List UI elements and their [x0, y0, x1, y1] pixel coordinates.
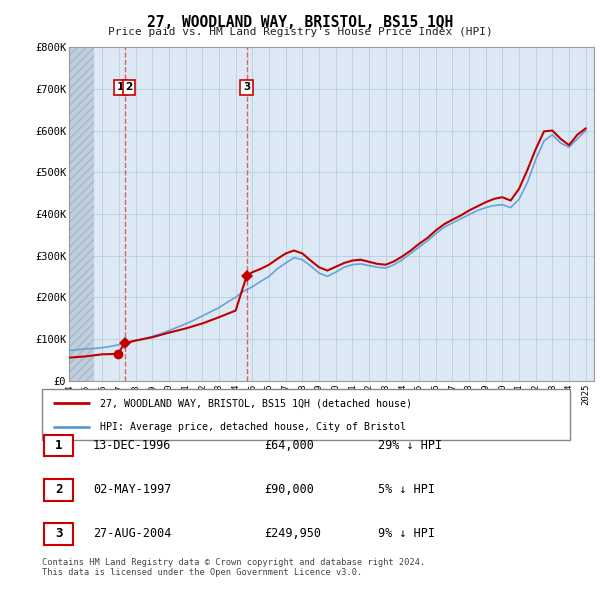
- FancyBboxPatch shape: [44, 523, 73, 545]
- Text: £90,000: £90,000: [264, 483, 314, 496]
- Text: 2: 2: [55, 483, 62, 496]
- FancyBboxPatch shape: [42, 389, 570, 440]
- Text: 3: 3: [243, 82, 250, 92]
- Text: Price paid vs. HM Land Registry's House Price Index (HPI): Price paid vs. HM Land Registry's House …: [107, 27, 493, 37]
- Text: 1: 1: [55, 439, 62, 452]
- Text: 1: 1: [117, 82, 124, 92]
- Text: 27-AUG-2004: 27-AUG-2004: [93, 527, 172, 540]
- Text: 2: 2: [125, 82, 133, 92]
- Text: 13-DEC-1996: 13-DEC-1996: [93, 439, 172, 452]
- Text: 29% ↓ HPI: 29% ↓ HPI: [378, 439, 442, 452]
- Text: 27, WOODLAND WAY, BRISTOL, BS15 1QH (detached house): 27, WOODLAND WAY, BRISTOL, BS15 1QH (det…: [100, 398, 412, 408]
- FancyBboxPatch shape: [44, 435, 73, 456]
- Text: £64,000: £64,000: [264, 439, 314, 452]
- Text: HPI: Average price, detached house, City of Bristol: HPI: Average price, detached house, City…: [100, 422, 406, 432]
- Text: 9% ↓ HPI: 9% ↓ HPI: [378, 527, 435, 540]
- FancyBboxPatch shape: [44, 479, 73, 500]
- Text: 3: 3: [55, 527, 62, 540]
- Text: 02-MAY-1997: 02-MAY-1997: [93, 483, 172, 496]
- Text: 27, WOODLAND WAY, BRISTOL, BS15 1QH: 27, WOODLAND WAY, BRISTOL, BS15 1QH: [147, 15, 453, 30]
- Bar: [69, 47, 94, 381]
- Text: Contains HM Land Registry data © Crown copyright and database right 2024.
This d: Contains HM Land Registry data © Crown c…: [42, 558, 425, 577]
- Text: 5% ↓ HPI: 5% ↓ HPI: [378, 483, 435, 496]
- Text: £249,950: £249,950: [264, 527, 321, 540]
